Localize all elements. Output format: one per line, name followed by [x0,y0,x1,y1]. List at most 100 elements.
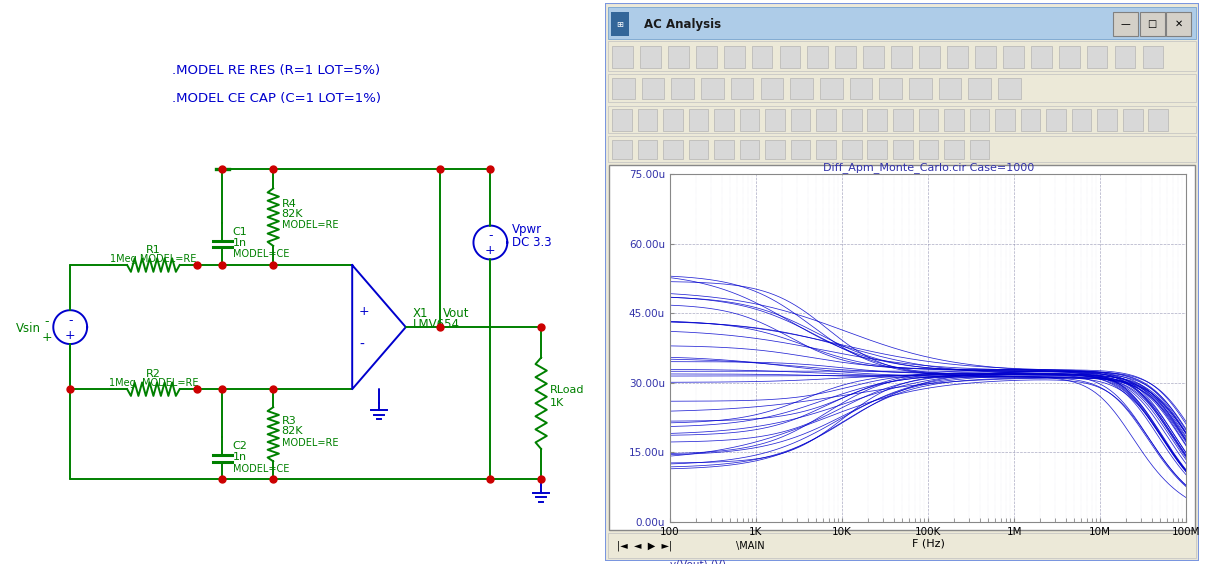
Bar [790,78,813,99]
Text: MODEL=RE: MODEL=RE [282,438,339,448]
Bar [918,109,939,131]
Text: +: + [486,244,495,257]
Text: 1K: 1K [549,398,564,408]
Text: MODEL=CE: MODEL=CE [233,464,289,474]
Bar [909,78,931,99]
Bar [671,78,694,99]
Bar [780,46,800,68]
Text: -: - [67,314,72,327]
Text: —: — [1121,19,1130,29]
Bar [612,46,633,68]
Bar [880,78,901,99]
Bar [637,140,657,159]
Bar [842,109,862,131]
Text: 1Meg  MODEL=RE: 1Meg MODEL=RE [108,378,198,389]
Text: 82K: 82K [282,426,304,437]
Text: +: + [41,331,52,344]
Bar [765,109,784,131]
Bar [1030,46,1052,68]
Text: C1: C1 [233,227,247,237]
Bar [868,140,887,159]
Bar [752,46,772,68]
Bar [1098,109,1117,131]
Bar [663,140,683,159]
Text: R4: R4 [282,199,296,209]
Text: Vsin: Vsin [16,321,41,335]
Text: -: - [359,338,364,352]
Bar [612,109,631,131]
Bar [790,109,811,131]
Bar [863,46,884,68]
Bar [817,109,836,131]
Bar [970,140,989,159]
Bar [715,140,734,159]
Text: -: - [488,229,493,243]
Text: R1: R1 [146,245,160,255]
Bar [689,140,709,159]
Text: +: + [65,328,76,342]
Bar [892,46,912,68]
Bar [663,109,683,131]
Text: □: □ [1147,19,1157,29]
Bar [1071,109,1092,131]
Bar [607,105,1197,134]
Bar [642,78,664,99]
Bar [607,41,1197,72]
Bar [945,140,964,159]
Bar [817,140,836,159]
Text: DC 3.3: DC 3.3 [512,236,552,249]
Bar [975,46,995,68]
Bar [850,78,872,99]
Bar [640,46,660,68]
Text: ⊞: ⊞ [616,20,623,29]
Text: R3: R3 [282,416,296,426]
Bar [807,46,828,68]
Bar [607,7,1197,39]
Text: RLoad: RLoad [549,385,584,395]
Text: LMV654: LMV654 [412,318,459,331]
Bar [701,78,724,99]
Bar [1087,46,1107,68]
Bar [790,140,811,159]
Text: v(Vout) (V): v(Vout) (V) [670,559,725,564]
Bar [919,46,940,68]
Bar [695,46,717,68]
Bar [842,140,862,159]
Bar [715,109,734,131]
Bar [868,109,887,131]
Title: Diff_Apm_Monte_Carlo.cir Case=1000: Diff_Apm_Monte_Carlo.cir Case=1000 [823,162,1034,173]
Text: AC Analysis: AC Analysis [643,17,721,30]
Bar [918,140,939,159]
Bar [1166,12,1192,36]
Text: R2: R2 [146,369,160,379]
Bar [689,109,709,131]
X-axis label: F (Hz): F (Hz) [912,538,945,548]
Text: Vpwr: Vpwr [512,223,542,236]
Text: |◄  ◄  ▶  ►|: |◄ ◄ ▶ ►| [617,540,672,551]
Bar [945,109,964,131]
Text: 82K: 82K [282,209,304,219]
Text: Vout: Vout [443,307,470,320]
Bar [612,140,631,159]
Bar [893,109,912,131]
Bar [612,78,635,99]
Text: \MAIN: \MAIN [735,540,764,550]
Text: MODEL=RE: MODEL=RE [282,221,339,231]
Text: 1Meg MODEL=RE: 1Meg MODEL=RE [110,254,196,265]
Bar [970,109,989,131]
Bar [609,165,1195,531]
Text: ✕: ✕ [1175,19,1183,29]
Bar [1123,109,1142,131]
Bar [1059,46,1080,68]
Bar [1148,109,1168,131]
Text: C2: C2 [233,441,247,451]
Bar [995,109,1015,131]
Bar [731,78,753,99]
Text: +: + [359,305,370,318]
Bar [998,78,1021,99]
Bar [939,78,962,99]
Bar [760,78,783,99]
Bar [740,140,759,159]
Bar [637,109,657,131]
Bar [765,140,784,159]
